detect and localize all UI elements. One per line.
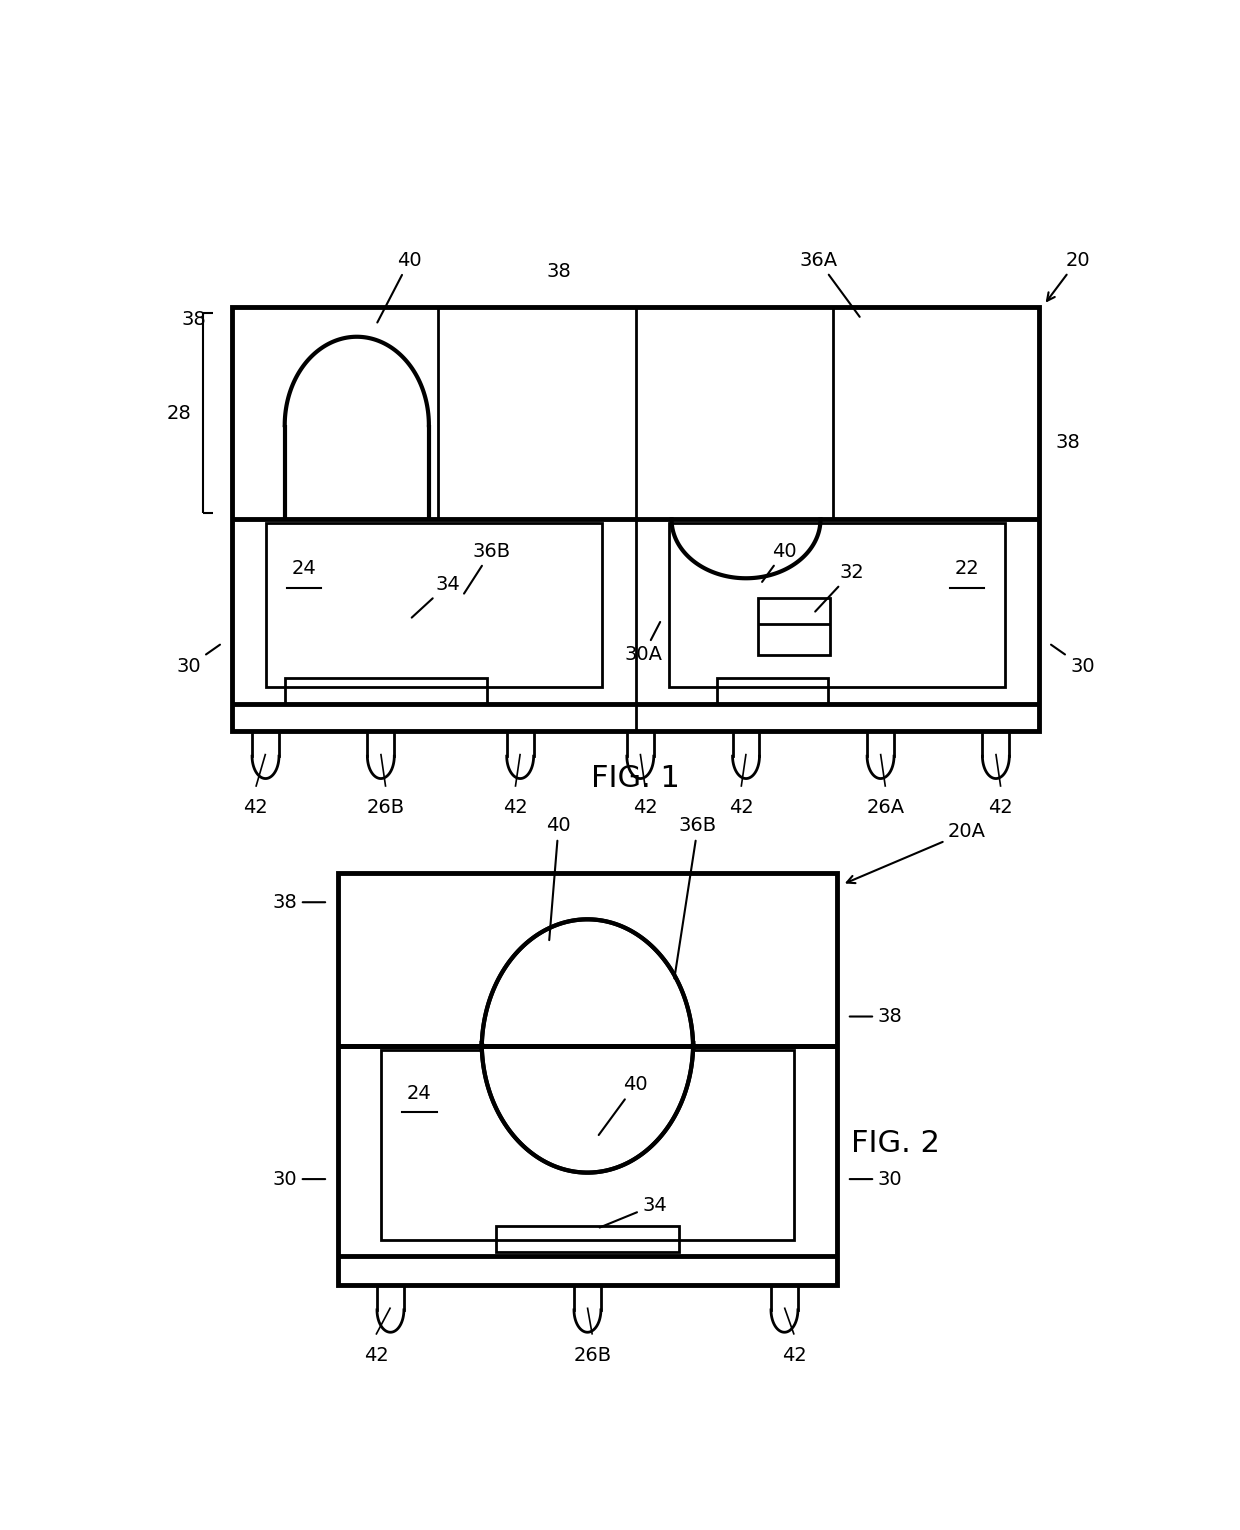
Bar xyxy=(337,872,837,1285)
Text: 42: 42 xyxy=(781,1346,806,1365)
Bar xyxy=(265,523,601,687)
Text: 30: 30 xyxy=(273,1169,325,1189)
Text: 24: 24 xyxy=(291,560,316,578)
Bar xyxy=(285,678,486,704)
Text: 24: 24 xyxy=(407,1083,432,1103)
Text: 42: 42 xyxy=(632,799,657,817)
Polygon shape xyxy=(481,920,693,1172)
Text: 38: 38 xyxy=(849,1007,903,1027)
Text: 40: 40 xyxy=(599,1076,647,1135)
Text: 36B: 36B xyxy=(464,542,511,594)
Text: 30A: 30A xyxy=(624,623,662,664)
Text: 20: 20 xyxy=(1047,251,1090,301)
Text: FIG. 1: FIG. 1 xyxy=(591,763,680,793)
Text: 32: 32 xyxy=(815,563,864,612)
Text: 42: 42 xyxy=(363,1346,388,1365)
Text: 38: 38 xyxy=(1055,433,1080,453)
Bar xyxy=(381,1050,794,1241)
Text: 42: 42 xyxy=(243,799,268,817)
Text: 34: 34 xyxy=(600,1195,667,1227)
Bar xyxy=(496,1226,678,1252)
Text: 28: 28 xyxy=(166,404,191,422)
Text: 30: 30 xyxy=(176,644,219,676)
Bar xyxy=(758,598,830,655)
Text: 26A: 26A xyxy=(867,799,904,817)
Text: 42: 42 xyxy=(503,799,528,817)
Text: 34: 34 xyxy=(412,575,460,618)
Bar xyxy=(670,523,1006,687)
Text: 20A: 20A xyxy=(847,822,986,883)
Text: 36B: 36B xyxy=(675,815,717,978)
Text: 30: 30 xyxy=(1052,644,1095,676)
Text: 26B: 26B xyxy=(367,799,404,817)
Text: 30: 30 xyxy=(849,1169,903,1189)
Text: 42: 42 xyxy=(729,799,754,817)
Text: 40: 40 xyxy=(763,542,797,581)
Text: 38: 38 xyxy=(547,263,570,282)
Text: 38: 38 xyxy=(181,309,206,329)
Bar xyxy=(717,678,828,704)
Text: 26B: 26B xyxy=(573,1346,611,1365)
Text: 42: 42 xyxy=(988,799,1013,817)
Bar xyxy=(232,308,1039,731)
Text: 40: 40 xyxy=(547,815,570,939)
Text: 40: 40 xyxy=(377,251,422,323)
Text: 38: 38 xyxy=(273,892,325,912)
Text: 36A: 36A xyxy=(799,251,859,317)
Text: 22: 22 xyxy=(955,560,980,578)
Text: FIG. 2: FIG. 2 xyxy=(851,1129,940,1158)
